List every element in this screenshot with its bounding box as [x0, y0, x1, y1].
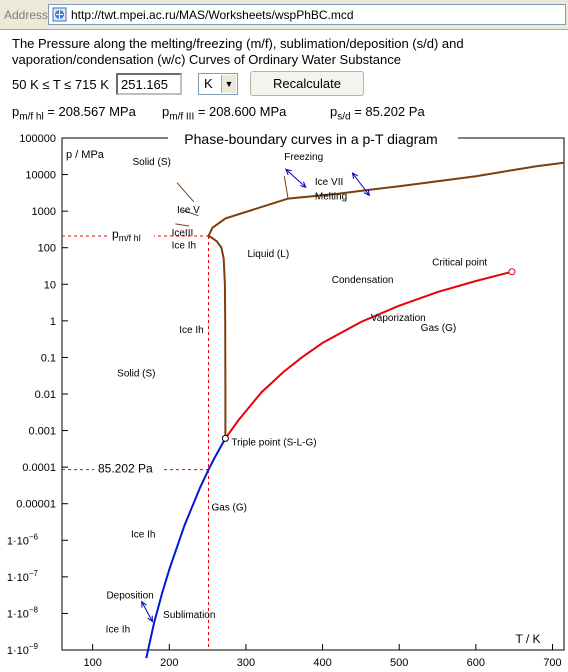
x-tick-label: 700	[543, 657, 561, 669]
arrow-head	[141, 600, 147, 608]
y-tick-label: 1000	[32, 206, 56, 218]
unit-select-value: K	[204, 76, 213, 91]
arrow-head	[363, 189, 371, 197]
process-arrow	[285, 168, 307, 188]
y-tick-label: 0.1	[41, 352, 56, 364]
y-tick-label: 10000	[25, 170, 56, 182]
x-tick-label: 600	[467, 657, 485, 669]
region-annotation: Condensation	[332, 275, 394, 286]
pmf-hl-value: = 208.567 MPa	[43, 104, 136, 119]
y-tick-label: 1·10−9	[7, 642, 39, 657]
pmf-hl-symbol: p	[12, 104, 20, 119]
sublimation-curve	[145, 437, 227, 659]
region-annotation: Critical point	[432, 257, 487, 268]
region-annotation: IceIII	[172, 228, 194, 239]
y-tick-label: 1·10−8	[7, 605, 39, 620]
ice-phase-boundary-line	[180, 209, 199, 217]
x-axis-label-background	[504, 630, 554, 646]
temperature-input[interactable]	[116, 73, 182, 95]
region-annotation: Melting	[315, 191, 347, 202]
ice-phase-boundary-line	[176, 182, 195, 203]
process-arrow	[141, 601, 153, 622]
arrow-head	[299, 181, 307, 189]
psd-readout: ps/d = 85.202 Pa	[330, 104, 425, 123]
psd-symbol: p	[330, 104, 338, 119]
pmf-III-value: = 208.600 MPa	[194, 104, 287, 119]
y-tick-label: 0.01	[35, 389, 56, 401]
arrow-head	[284, 168, 292, 175]
chart-title: Phase-boundary curves in a p-T diagram	[184, 131, 437, 147]
page-icon	[52, 7, 67, 22]
address-input[interactable]: http://twt.mpei.ac.ru/MAS/Worksheets/wsp…	[48, 4, 566, 25]
region-annotation: Gas (G)	[421, 323, 457, 334]
title-line-1: The Pressure along the melting/freezing …	[12, 36, 464, 51]
region-annotation: Solid (S)	[133, 157, 171, 168]
pmf-guide-label-background	[108, 226, 154, 241]
y-tick-label: 10	[44, 279, 56, 291]
ice-phase-boundary-line	[175, 223, 190, 227]
address-label: Address	[4, 8, 49, 22]
pmf-III-subscript: m/f III	[169, 111, 195, 123]
y-tick-label: 1·10−7	[7, 569, 39, 584]
unit-select[interactable]: K ▼	[198, 73, 238, 95]
melting-curve	[207, 161, 565, 439]
arrow-head	[351, 172, 359, 180]
x-tick-label: 500	[390, 657, 408, 669]
y-tick-label: 100	[38, 243, 56, 255]
region-annotation: Ice VII	[315, 177, 343, 188]
plot-frame	[61, 137, 565, 651]
chart-title-background	[168, 130, 458, 146]
process-arrow	[352, 172, 370, 196]
psd-guide-label: 85.202 Pa	[98, 462, 153, 476]
y-tick-label: 1	[50, 316, 56, 328]
y-tick-label: 0.001	[28, 426, 56, 438]
region-annotation: Deposition	[106, 590, 153, 601]
y-axis-label: p / MPa	[66, 149, 105, 161]
temperature-range-text: 50 K ≤ T ≤ 715 K	[12, 77, 109, 92]
region-annotation: Ice Ih	[131, 529, 155, 540]
region-annotation: Ice Ih	[172, 241, 196, 252]
pmf-hl-subscript: m/f hl	[19, 111, 44, 123]
x-tick-label: 300	[237, 657, 255, 669]
psd-guide-label-background	[94, 460, 162, 475]
arrow-head	[147, 615, 153, 623]
critical-point-marker	[508, 268, 516, 276]
region-annotation: Gas (G)	[211, 503, 247, 514]
page-title: The Pressure along the melting/freezing …	[12, 36, 552, 68]
triple-point-label: Triple point (S-L-G)	[231, 437, 316, 448]
controls-row: 50 K ≤ T ≤ 715 K K ▼ Recalculate	[12, 71, 562, 97]
pmf-III-readout: pm/f III = 208.600 MPa	[162, 104, 286, 123]
y-tick-label: 100000	[19, 133, 56, 145]
region-annotation: Ice Ih	[179, 325, 203, 336]
vaporization-curve	[224, 270, 513, 439]
browser-address-bar: Address http://twt.mpei.ac.ru/MAS/Worksh…	[0, 0, 568, 30]
psd-value: = 85.202 Pa	[350, 104, 425, 119]
y-tick-label: 1·10−6	[7, 532, 39, 547]
chevron-down-icon[interactable]: ▼	[221, 75, 236, 93]
region-annotation: Ice V	[177, 205, 200, 216]
ice-phase-boundary-line	[283, 176, 289, 199]
x-tick-label: 200	[160, 657, 178, 669]
y-tick-label: 0.00001	[16, 499, 56, 511]
x-tick-label: 400	[313, 657, 331, 669]
y-tick-label: 0.0001	[22, 462, 56, 474]
pmf-III-symbol: p	[162, 104, 170, 119]
address-url: http://twt.mpei.ac.ru/MAS/Worksheets/wsp…	[71, 8, 354, 22]
recalculate-button[interactable]: Recalculate	[250, 71, 364, 96]
region-annotation: Solid (S)	[117, 369, 155, 380]
title-line-2: vaporation/condensation (w/c) Curves of …	[12, 52, 401, 67]
x-tick-label: 100	[83, 657, 101, 669]
region-annotation: Liquid (L)	[247, 249, 289, 260]
triple-point-marker	[221, 434, 229, 442]
region-annotation: Sublimation	[163, 610, 215, 621]
region-annotation: Freezing	[284, 152, 323, 163]
region-annotation: Ice Ih	[106, 625, 130, 636]
pmf-hl-readout: pm/f hl = 208.567 MPa	[12, 104, 136, 123]
phase-diagram-chart: Phase-boundary curves in a p-T diagram p …	[7, 130, 565, 669]
region-annotation: Vaporization	[371, 313, 426, 324]
psd-subscript: s/d	[337, 111, 351, 123]
x-axis-label: T / K	[515, 632, 540, 646]
